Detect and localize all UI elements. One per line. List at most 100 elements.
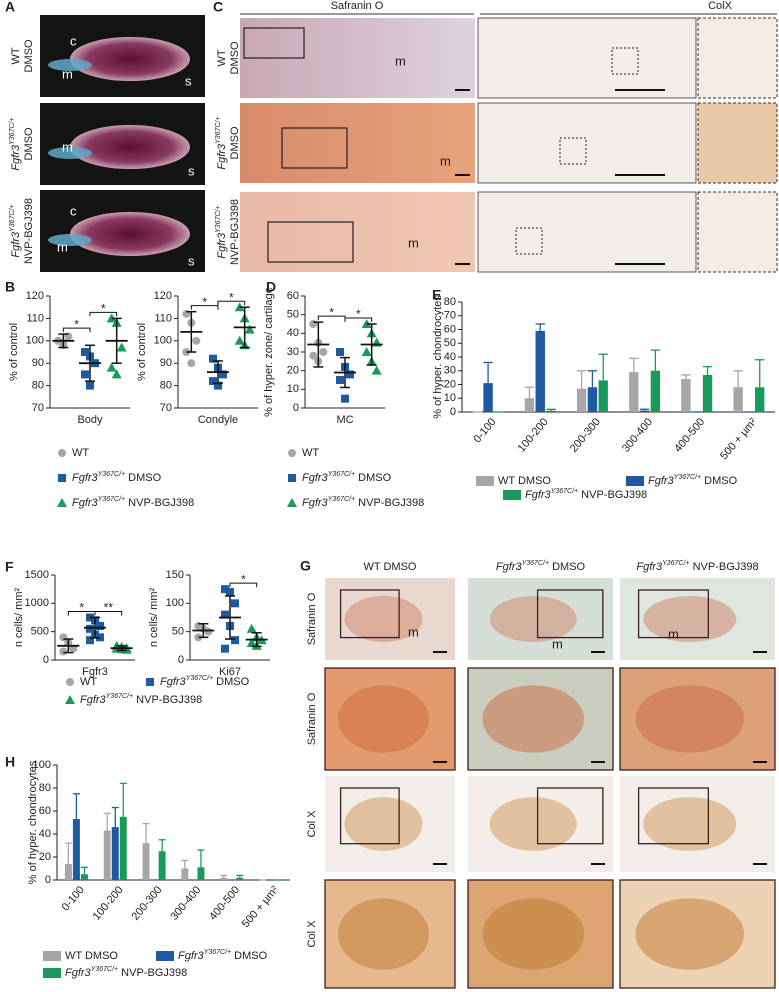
- y-axis-label: n cells/ mm²: [13, 588, 25, 648]
- point: [209, 354, 217, 363]
- text-part: Fgfr3: [216, 232, 228, 259]
- text-part: Y367C/+: [551, 488, 578, 495]
- text-part: DMSO: [125, 472, 162, 484]
- bar: [483, 383, 493, 412]
- significance-label: *: [329, 305, 334, 319]
- micrograph: [240, 192, 475, 272]
- y-tick-label: 0: [450, 406, 456, 418]
- legend-swatch: [43, 951, 61, 961]
- specimen: [70, 125, 190, 169]
- y-tick-label: 90: [32, 357, 44, 369]
- inset-box: [339, 589, 400, 639]
- x-tick-label: 400-500: [207, 884, 242, 923]
- significance-label: *: [101, 302, 106, 316]
- text-part: Y367C/+: [98, 471, 125, 478]
- significance-label: *: [356, 307, 361, 321]
- y-tick-label: 60: [39, 805, 51, 817]
- point: [371, 365, 382, 375]
- text-part: Fgfr3: [72, 497, 99, 509]
- inset-box: [637, 787, 709, 845]
- point: [244, 324, 255, 334]
- y-tick-label: 0: [293, 402, 299, 414]
- point: [192, 336, 201, 345]
- significance-bracket: [217, 300, 246, 306]
- inset-box: [536, 589, 604, 639]
- y-tick-label: 100: [26, 335, 44, 347]
- inset-box: [243, 27, 305, 59]
- bar: [524, 398, 535, 412]
- tissue: [344, 596, 423, 642]
- point: [346, 370, 354, 379]
- text-part: NVP-BGJ398: [578, 489, 647, 501]
- panel-letter: B: [5, 279, 15, 295]
- text-part: DMSO: [549, 561, 586, 573]
- point: [81, 348, 89, 356]
- photo-label: m: [62, 139, 73, 154]
- text-part: Fgfr3: [302, 497, 329, 509]
- label: Fgfr3Y367C/+ DMSO: [302, 471, 392, 484]
- micrograph: [477, 191, 697, 273]
- significance-bracket: [62, 327, 91, 333]
- label: Fgfr3Y367C/+ NVP-BGJ398: [80, 693, 202, 706]
- point: [231, 636, 239, 645]
- point: [81, 370, 89, 379]
- point: [111, 369, 122, 379]
- y-tick-label: 60: [444, 323, 456, 335]
- significance-label: *: [74, 317, 79, 331]
- tissue: [489, 797, 577, 851]
- legend-swatch: [146, 678, 154, 686]
- inset-box: [339, 787, 400, 845]
- text-part: DMSO: [23, 39, 35, 72]
- label: Fgfr3Y367C/+ DMSO: [160, 675, 250, 688]
- x-tick-label: 300-400: [620, 416, 655, 455]
- point: [336, 348, 344, 356]
- bar: [576, 388, 587, 412]
- x-tick-label: Ki67: [219, 666, 241, 678]
- point: [86, 636, 94, 645]
- row-label: Safranin O: [306, 592, 318, 645]
- text-part: WT DMSO: [364, 561, 417, 573]
- bar: [598, 380, 608, 412]
- bar: [72, 819, 80, 880]
- significance-label: **: [104, 601, 114, 615]
- y-tick-label: 110: [26, 312, 44, 324]
- y-tick-label: 30: [444, 365, 456, 377]
- micrograph: [477, 102, 697, 184]
- photo-label: m: [62, 66, 73, 81]
- y-axis-label: % of control: [136, 323, 148, 381]
- x-tick-label: Condyle: [198, 414, 238, 426]
- text-part: Fgfr3: [216, 143, 228, 170]
- text-part: WT: [72, 447, 89, 459]
- photo-label: m: [57, 239, 68, 254]
- column-header: ColX: [708, 0, 733, 12]
- point: [246, 623, 257, 633]
- photo-label: m: [395, 53, 406, 68]
- y-tick-label: 60: [287, 290, 299, 302]
- photo-label: m: [668, 626, 679, 641]
- photo-label: s: [185, 73, 192, 88]
- text-part: DMSO: [355, 472, 392, 484]
- y-tick-label: 0: [178, 654, 184, 666]
- y-tick-label: 20: [444, 378, 456, 390]
- tissue: [482, 898, 584, 970]
- photo-label: c: [70, 203, 77, 218]
- text-part: Y367C/+: [98, 496, 125, 503]
- bar: [103, 830, 111, 880]
- y-tick-label: 20: [287, 365, 299, 377]
- panel-letter: D: [266, 279, 276, 295]
- point: [341, 394, 349, 403]
- micrograph: [240, 103, 475, 183]
- label: Fgfr3Y367C/+: [215, 116, 228, 169]
- row-label: Col X: [306, 920, 318, 948]
- point: [246, 638, 257, 647]
- photo-label: m: [408, 624, 419, 639]
- text-part: DMSO: [701, 475, 738, 487]
- y-tick-label: 1000: [25, 597, 49, 609]
- text-part: Fgfr3: [648, 475, 675, 487]
- text-part: WT DMSO: [65, 950, 118, 962]
- y-axis-label: % of control: [8, 323, 20, 381]
- y-tick-label: 120: [26, 290, 44, 302]
- photo-label: c: [70, 33, 77, 48]
- label: Fgfr3Y367C/+ NVP-BGJ398: [65, 966, 187, 979]
- text-part: WT: [302, 447, 319, 459]
